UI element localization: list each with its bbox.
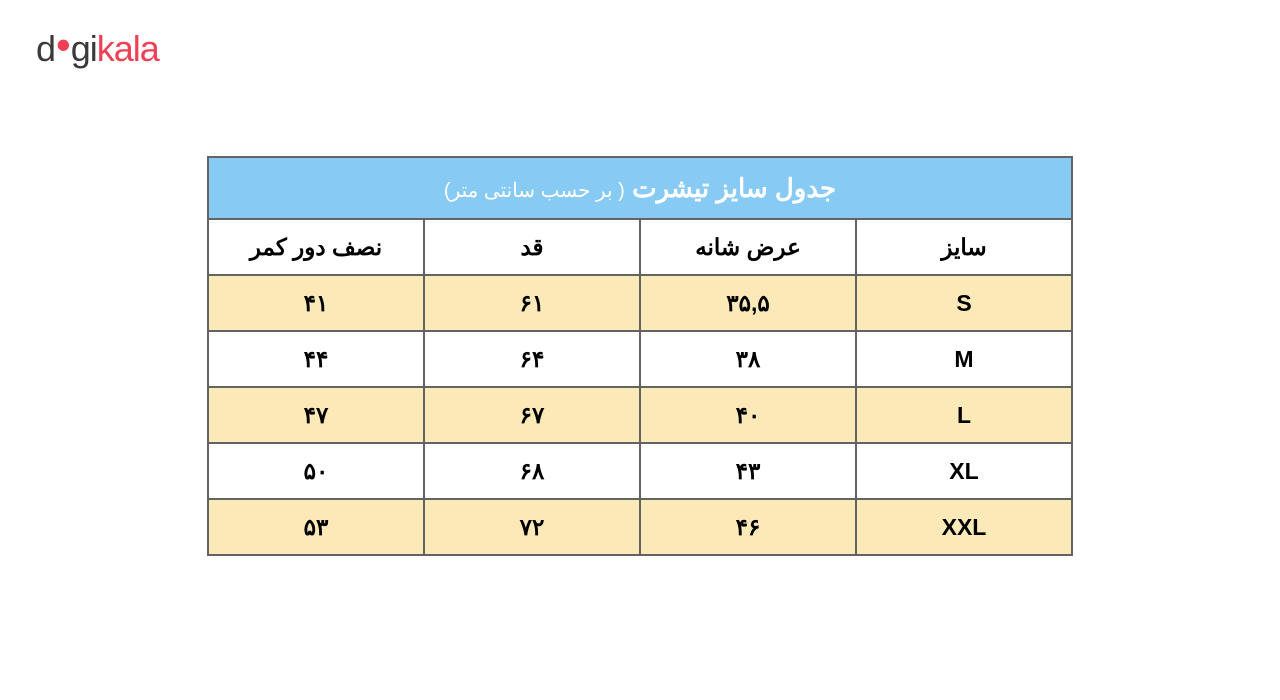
cell-size: M — [856, 331, 1072, 387]
cell-size: L — [856, 387, 1072, 443]
table-row: ۴۱ ۶۱ ۳۵,۵ S — [208, 275, 1072, 331]
cell-length: ۷۲ — [424, 499, 640, 555]
logo-text-d: d — [36, 28, 55, 70]
table-title-main: جدول سایز تیشرت — [632, 173, 836, 203]
table-body: ۴۱ ۶۱ ۳۵,۵ S ۴۴ ۶۴ ۳۸ M ۴۷ ۶۷ ۴۰ L ۵۰ ۶۸… — [208, 275, 1072, 555]
col-header-length: قد — [424, 219, 640, 275]
cell-waist: ۴۷ — [208, 387, 424, 443]
table-title-row: جدول سایز تیشرت ( بر حسب سانتی متر) — [208, 157, 1072, 219]
table-title-sub: ( بر حسب سانتی متر) — [444, 180, 625, 202]
col-header-waist: نصف دور کمر — [208, 219, 424, 275]
col-header-shoulder: عرض شانه — [640, 219, 856, 275]
cell-length: ۶۸ — [424, 443, 640, 499]
size-chart-container: جدول سایز تیشرت ( بر حسب سانتی متر) نصف … — [207, 156, 1073, 556]
cell-waist: ۵۰ — [208, 443, 424, 499]
cell-length: ۶۱ — [424, 275, 640, 331]
table-row: ۴۷ ۶۷ ۴۰ L — [208, 387, 1072, 443]
cell-size: S — [856, 275, 1072, 331]
cell-shoulder: ۳۸ — [640, 331, 856, 387]
table-row: ۴۴ ۶۴ ۳۸ M — [208, 331, 1072, 387]
cell-size: XL — [856, 443, 1072, 499]
cell-size: XXL — [856, 499, 1072, 555]
logo-text-gi: gi — [71, 28, 97, 70]
table-row: ۵۰ ۶۸ ۴۳ XL — [208, 443, 1072, 499]
logo-text-kala: kala — [97, 28, 159, 70]
cell-waist: ۴۱ — [208, 275, 424, 331]
size-chart-table: جدول سایز تیشرت ( بر حسب سانتی متر) نصف … — [207, 156, 1073, 556]
cell-shoulder: ۴۶ — [640, 499, 856, 555]
cell-shoulder: ۳۵,۵ — [640, 275, 856, 331]
brand-logo: d • gi kala — [36, 28, 159, 70]
table-row: ۵۳ ۷۲ ۴۶ XXL — [208, 499, 1072, 555]
cell-length: ۶۷ — [424, 387, 640, 443]
col-header-size: سایز — [856, 219, 1072, 275]
table-title-cell: جدول سایز تیشرت ( بر حسب سانتی متر) — [208, 157, 1072, 219]
cell-shoulder: ۴۰ — [640, 387, 856, 443]
cell-waist: ۴۴ — [208, 331, 424, 387]
cell-waist: ۵۳ — [208, 499, 424, 555]
cell-length: ۶۴ — [424, 331, 640, 387]
table-header-row: نصف دور کمر قد عرض شانه سایز — [208, 219, 1072, 275]
cell-shoulder: ۴۳ — [640, 443, 856, 499]
